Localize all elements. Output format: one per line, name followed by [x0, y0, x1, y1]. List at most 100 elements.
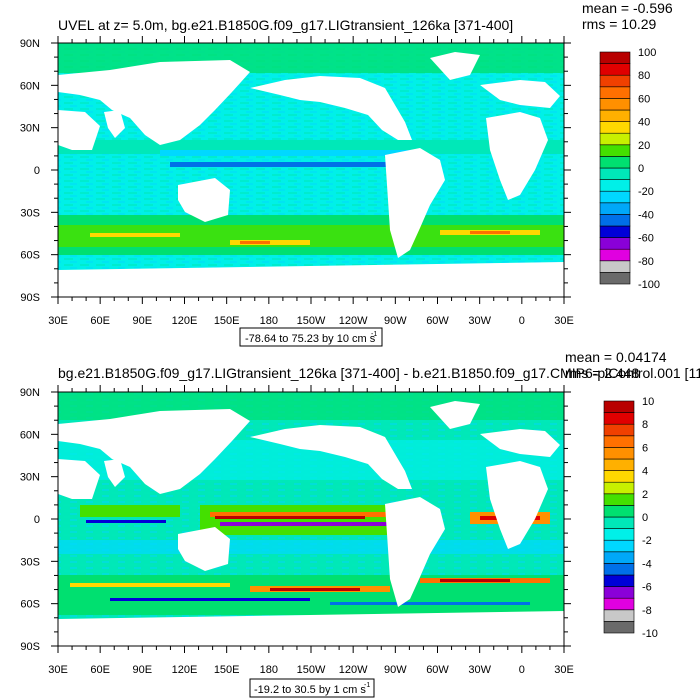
x-tick-label: 150W [297, 315, 326, 327]
colorbar-swatch [603, 423, 635, 437]
colorbar-swatch [603, 493, 635, 506]
x-tick-label: 30E [48, 664, 68, 676]
x-tick-label: 150W [297, 664, 326, 676]
panel-2-range-text: -19.2 to 30.5 by 1 cm s [254, 684, 366, 696]
colorbar-label: 2 [642, 489, 648, 501]
y-tick-label: 0 [34, 514, 40, 526]
x-tick-label: 0 [519, 664, 525, 676]
colorbar-swatch [599, 190, 631, 204]
y-tick-label: 30S [20, 207, 40, 219]
colorbar-swatch [599, 109, 631, 122]
x-tick-label: 90E [133, 315, 153, 327]
colorbar-label: -10 [642, 628, 658, 640]
colorbar-label: -4 [642, 558, 652, 570]
colorbar-swatch [599, 121, 631, 134]
colorbar-swatch [603, 481, 635, 495]
x-tick-label: 30W [468, 664, 491, 676]
panel-2-rms: rms = 2.448 [565, 365, 640, 381]
colorbar-label: 6 [642, 442, 648, 454]
colorbar-swatch [599, 248, 631, 262]
x-tick-label: 90E [133, 664, 153, 676]
colorbar-swatch [603, 412, 635, 425]
x-tick-label: 60W [426, 315, 449, 327]
colorbar-swatch [603, 621, 635, 634]
x-tick-label: 120W [339, 664, 368, 676]
colorbar-swatch [603, 563, 635, 576]
x-tick-label: 60E [90, 664, 110, 676]
colorbar-label: -20 [638, 186, 654, 198]
colorbar-swatch [599, 86, 631, 99]
panel-2-range-box: -19.2 to 30.5 by 1 cm s -1 [249, 678, 375, 698]
x-tick-label: 120W [339, 315, 368, 327]
x-tick-label: 30W [468, 315, 491, 327]
colorbar-swatch [599, 214, 631, 227]
colorbar-swatch [603, 597, 635, 611]
x-tick-label: 90W [384, 315, 407, 327]
panel-1-range-box: -78.64 to 75.23 by 10 cm s -1 [239, 327, 383, 347]
y-tick-label: 0 [34, 165, 40, 177]
colorbar-swatch [599, 156, 631, 169]
x-tick-label: 90W [384, 664, 407, 676]
y-tick-label: 90S [20, 641, 40, 653]
panel-1-rms: rms = 10.29 [582, 16, 657, 32]
x-tick-label: 180 [260, 315, 278, 327]
x-tick-label: 180 [260, 664, 278, 676]
y-tick-label: 60S [20, 250, 40, 262]
colorbar-swatch [603, 551, 635, 564]
colorbar-label: 10 [642, 396, 654, 408]
colorbar-label: 100 [638, 47, 656, 59]
y-tick-label: 30N [20, 472, 40, 484]
x-tick-label: 120E [172, 664, 198, 676]
panel-1-mean: mean = -0.596 [582, 0, 673, 16]
panel-2-axes: 30E 60E 90E 120E 150E 180 150W 120W 90W 60W 30W 0 30… [20, 385, 574, 676]
colorbar-swatch [599, 202, 631, 215]
colorbar-swatch [603, 516, 635, 529]
x-tick-label: 30E [48, 315, 68, 327]
colorbar-swatch [603, 470, 635, 483]
panel-1-title: UVEL at z= 5.0m, bg.e21.B1850G.f09_g17.L… [58, 17, 513, 33]
colorbar-label: 60 [638, 93, 650, 105]
colorbar-swatch [599, 132, 631, 146]
colorbar-label: -60 [638, 233, 654, 245]
colorbar-swatch [599, 63, 631, 76]
panel-2-range-exponent: -1 [364, 682, 370, 689]
colorbar-label: 40 [638, 117, 650, 129]
x-tick-label: 30E [554, 664, 574, 676]
colorbar-swatch [603, 586, 635, 599]
colorbar-swatch [599, 74, 631, 88]
colorbar-swatch [599, 98, 631, 111]
colorbar-swatch [599, 260, 631, 273]
x-tick-label: 60W [426, 664, 449, 676]
x-tick-label: 0 [519, 315, 525, 327]
colorbar-swatch [599, 179, 631, 192]
y-tick-label: 60N [20, 429, 40, 441]
colorbar-label: -100 [638, 279, 660, 291]
colorbar-swatch [603, 505, 635, 518]
x-tick-label: 150E [214, 664, 240, 676]
panel-1-axes: 30E 60E 90E 120E 150E 180 150W 120W 90W 60W 30W 0 30… [20, 36, 574, 327]
y-tick-label: 60S [20, 599, 40, 611]
panel-1-range-exponent: -1 [371, 331, 377, 338]
x-tick-label: 120E [172, 315, 198, 327]
colorbar-swatch [603, 609, 635, 622]
panel-1-map [58, 43, 564, 297]
colorbar-swatch [599, 272, 631, 285]
colorbar-label: -8 [642, 605, 652, 617]
y-tick-label: 30S [20, 556, 40, 568]
x-tick-label: 150E [214, 315, 240, 327]
colorbar-label: -40 [638, 209, 654, 221]
x-tick-label: 30E [554, 315, 574, 327]
panel-2-title: bg.e21.B1850G.f09_g17.LIGtransient_126ka… [58, 365, 700, 381]
colorbar-swatch [599, 237, 631, 250]
colorbar-swatch [603, 447, 635, 460]
x-tick-label: 60E [90, 315, 110, 327]
colorbar-swatch [603, 528, 635, 541]
colorbar-label: 0 [642, 512, 648, 524]
panel-2-colorbar: 10 8 6 4 2 0 -2 -4 -6 -8 -10 [603, 396, 658, 640]
panel-1-range-text: -78.64 to 75.23 by 10 cm s [245, 333, 376, 345]
colorbar-swatch [599, 144, 631, 157]
panel-2-mean: mean = 0.04174 [565, 349, 667, 365]
panel-2: bg.e21.B1850G.f09_g17.LIGtransient_126ka… [20, 349, 700, 698]
colorbar-label: -6 [642, 582, 652, 594]
